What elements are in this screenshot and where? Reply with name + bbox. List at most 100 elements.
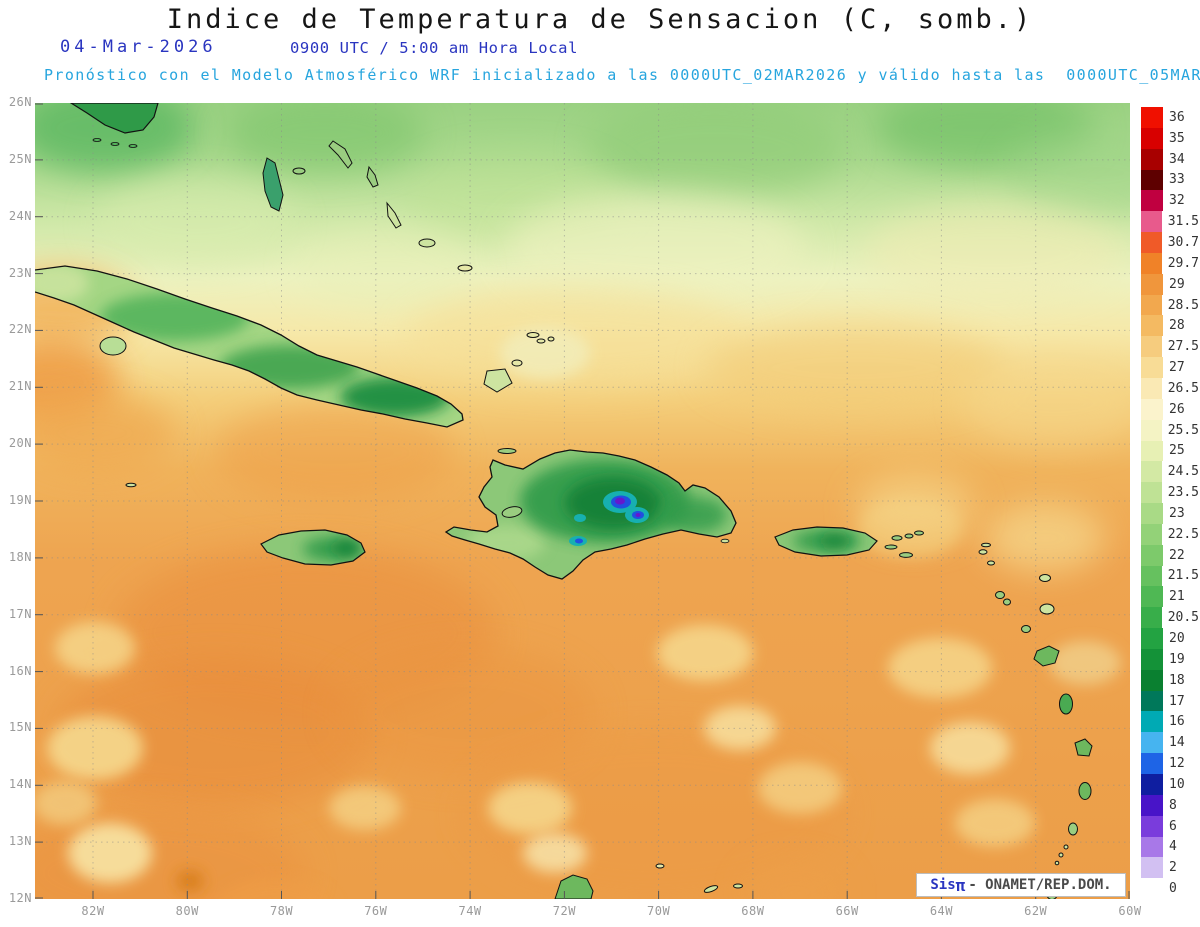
- colorbar-swatch: [1141, 774, 1163, 795]
- colorbar-entry: 25: [1141, 440, 1199, 462]
- lon-axis-label: 82W: [81, 904, 105, 918]
- colorbar-swatch: [1141, 878, 1163, 900]
- colorbar-swatch: [1141, 377, 1162, 399]
- colorbar-swatch: [1141, 440, 1163, 462]
- colorbar-entry: 12: [1141, 753, 1199, 774]
- lon-axis-label: 70W: [647, 904, 671, 918]
- colorbar-entry: 8: [1141, 794, 1199, 816]
- colorbar-label: 27: [1169, 360, 1185, 376]
- lon-axis-label: 78W: [269, 904, 294, 918]
- lon-axis-label: 64W: [929, 904, 954, 918]
- colorbar-swatch: [1141, 169, 1163, 191]
- lat-axis-label: 16N: [8, 663, 32, 678]
- colorbar-swatch: [1141, 482, 1162, 504]
- colorbar-entry: 27.5: [1141, 336, 1199, 358]
- lat-axis-label: 13N: [8, 834, 32, 849]
- colorbar-label: 17: [1169, 693, 1185, 709]
- model-info-line: Pronóstico con el Modelo Atmosférico WRF…: [44, 66, 1200, 84]
- colorbar-entry: 21.5: [1141, 565, 1199, 587]
- lat-axis-label: 26N: [8, 95, 32, 109]
- colorbar-entry: 18: [1141, 669, 1199, 691]
- lat-axis-label: 24N: [8, 208, 32, 223]
- colorbar-label: 28.5: [1167, 297, 1199, 313]
- colorbar-swatch: [1141, 565, 1162, 587]
- colorbar-label: 22.5: [1167, 526, 1199, 542]
- colorbar-entry: 28: [1141, 315, 1199, 337]
- colorbar-entry: 24.5: [1141, 461, 1199, 483]
- florida-tip: [69, 103, 159, 148]
- colorbar-swatch: [1141, 732, 1163, 754]
- colorbar-swatch: [1141, 211, 1162, 233]
- colorbar-entry: 4: [1141, 836, 1199, 858]
- lon-axis-label: 68W: [741, 904, 765, 918]
- colorbar-entry: 29.7: [1141, 252, 1199, 274]
- axis-ticks: [35, 103, 1130, 899]
- colorbar-label: 23: [1169, 505, 1185, 521]
- colorbar-label: 14: [1169, 735, 1185, 751]
- lat-axis-label: 12N: [8, 891, 32, 905]
- lon-axis-label: 74W: [458, 904, 482, 918]
- lat-axis-label: 19N: [8, 493, 32, 507]
- lat-axis-label: 20N: [8, 436, 32, 451]
- colorbar-label: 8: [1169, 797, 1177, 813]
- watermark-text: - ONAMET/REP.DOM.: [968, 877, 1112, 893]
- lat-axis-label: 14N: [8, 777, 32, 792]
- colorbar-label: 2: [1169, 860, 1177, 876]
- colorbar-swatch: [1141, 336, 1162, 358]
- colorbar-swatch: [1141, 107, 1163, 128]
- colorbar-swatch: [1141, 127, 1163, 149]
- lat-axis-label: 21N: [8, 379, 32, 394]
- colorbar-entry: 16: [1141, 711, 1199, 733]
- lat-axis-label: 22N: [8, 322, 32, 337]
- colorbar-label: 28: [1169, 318, 1185, 334]
- colorbar-swatch: [1141, 273, 1163, 295]
- colorbar-entry: 22: [1141, 544, 1199, 566]
- lon-axis-label: 62W: [1024, 904, 1048, 918]
- colorbar-entry: 19: [1141, 648, 1199, 670]
- colorbar-entry: 0: [1141, 878, 1199, 900]
- lat-axis-label: 25N: [8, 151, 32, 166]
- colorbar-swatch: [1141, 586, 1163, 608]
- colorbar-entry: 2: [1141, 857, 1199, 879]
- colorbar-label: 26.5: [1167, 380, 1199, 396]
- colorbar-swatch: [1141, 461, 1162, 483]
- colorbar-label: 20: [1169, 631, 1185, 647]
- colorbar-swatch: [1141, 607, 1162, 629]
- colorbar-label: 12: [1169, 756, 1185, 772]
- colorbar-entry: 36: [1141, 107, 1199, 128]
- lon-axis-label: 66W: [835, 904, 859, 918]
- colorbar-swatch: [1141, 419, 1162, 441]
- colorbar-entry: 20.5: [1141, 607, 1199, 629]
- colorbar-entry: 23: [1141, 503, 1199, 524]
- colorbar-entry: 27: [1141, 357, 1199, 378]
- colorbar-entry: 32: [1141, 190, 1199, 212]
- colorbar-label: 23.5: [1167, 485, 1199, 501]
- colorbar-entry: 30.7: [1141, 232, 1199, 253]
- colorbar-entry: 28.5: [1141, 294, 1199, 316]
- colorbar-swatch: [1141, 148, 1163, 170]
- colorbar-label: 33: [1169, 172, 1185, 188]
- colorbar-entry: 20: [1141, 628, 1199, 649]
- colorbar-label: 0: [1169, 881, 1177, 897]
- colorbar-entry: 26.5: [1141, 377, 1199, 399]
- colorbar-swatch: [1141, 398, 1163, 420]
- colorbar-swatch: [1141, 503, 1163, 524]
- colorbar: 36 35 34 33 32 31.5 30.7 29.7 29 28.5 28 27.5 27 26.5…: [1141, 107, 1199, 900]
- lon-axis-label: 80W: [175, 904, 199, 918]
- colorbar-swatch: [1141, 857, 1163, 879]
- colorbar-label: 6: [1169, 818, 1177, 834]
- colorbar-label: 16: [1169, 714, 1185, 730]
- colorbar-swatch: [1141, 648, 1163, 670]
- colorbar-label: 34: [1169, 151, 1185, 167]
- colorbar-swatch: [1141, 628, 1163, 649]
- colorbar-swatch: [1141, 232, 1162, 253]
- colorbar-entry: 33: [1141, 169, 1199, 191]
- colorbar-label: 21.5: [1167, 568, 1199, 584]
- colorbar-entry: 22.5: [1141, 523, 1199, 545]
- colorbar-label: 29.7: [1167, 255, 1199, 271]
- lesser-antilles-islands: [891, 530, 1093, 899]
- colorbar-label: 30.7: [1167, 234, 1199, 250]
- colorbar-entry: 14: [1141, 732, 1199, 754]
- colorbar-swatch: [1141, 544, 1163, 566]
